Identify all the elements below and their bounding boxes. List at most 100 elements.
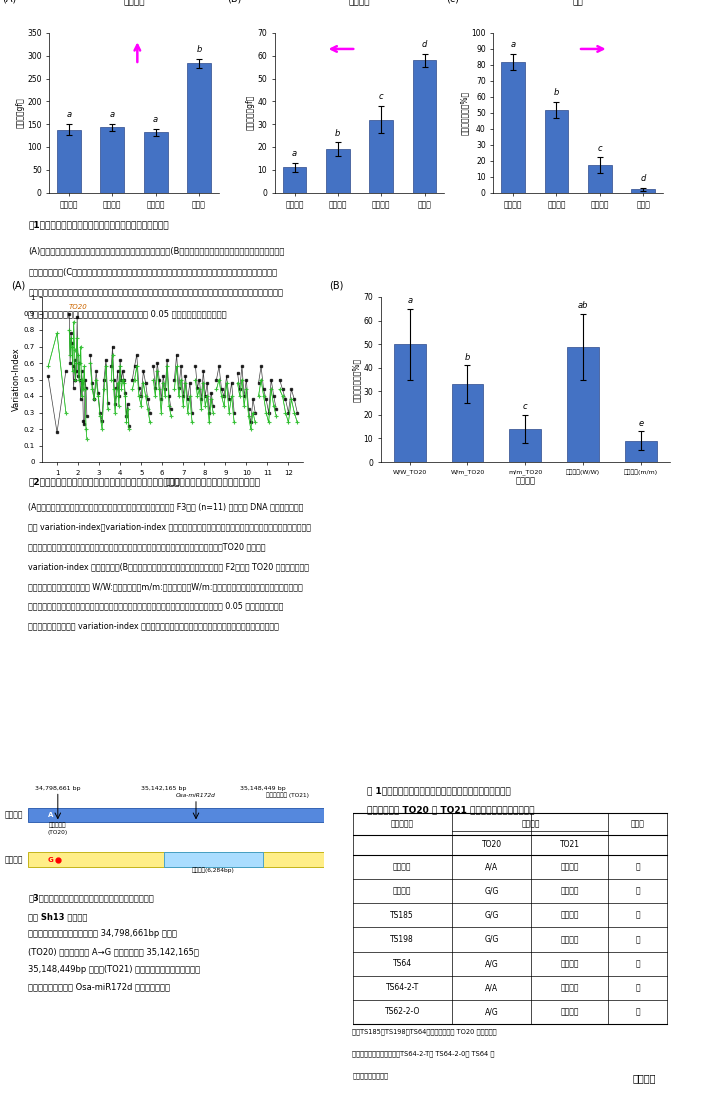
Text: c: c	[597, 144, 602, 153]
Text: 引っ張る: 引っ張る	[123, 0, 145, 7]
X-axis label: 染色体: 染色体	[165, 477, 180, 486]
Text: オオナリ: オオナリ	[393, 887, 412, 895]
Text: c: c	[379, 92, 384, 101]
Text: G/G: G/G	[484, 911, 499, 920]
Bar	[501, 62, 525, 192]
Text: 統の自殖分離系統。: 統の自殖分離系統。	[352, 1072, 388, 1079]
Text: TO21: TO21	[560, 840, 580, 849]
Text: 重複有り: 重複有り	[560, 959, 579, 968]
Text: variation-index が最も高い。(B）「オオナリ」と「タカナリ」の交配由来の F2集団で TO20 の遅伝子型が異: variation-index が最も高い。(B）「オオナリ」と「タカナリ」の交…	[28, 562, 309, 571]
Text: G/G: G/G	[484, 935, 499, 944]
Text: a: a	[110, 110, 115, 119]
Bar	[144, 132, 168, 192]
Bar	[394, 344, 426, 462]
Text: 伝子 Sh13 の候補。: 伝子 Sh13 の候補。	[28, 912, 87, 921]
Text: タンデム重複 (TO21): タンデム重複 (TO21)	[266, 792, 309, 798]
Text: (A)張力（粉をまっすぐに引っ張る時に脱粒まで必要な力）。(B）曲げ応力（粉を横向きに引っ張る時に脱粒ま: (A)張力（粉をまっすぐに引っ張る時に脱粒まで必要な力）。(B）曲げ応力（粉を横…	[28, 246, 285, 255]
Text: b: b	[335, 129, 341, 138]
Text: 図2　バルクシークエンシング法による「オオナリ」の脱粒性「中」に関わる遅伝子座の同定。: 図2 バルクシークエンシング法による「オオナリ」の脱粒性「中」に関わる遅伝子座の…	[28, 477, 260, 486]
Text: 易: 易	[635, 862, 639, 871]
Text: ローニの多重比較検定を用いた。異なる小文字間には 0.05 の水準で有意差がある。: ローニの多重比較検定を用いた。異なる小文字間には 0.05 の水準で有意差がある…	[28, 309, 227, 318]
Text: 易: 易	[635, 935, 639, 944]
Y-axis label: 小枝梗折れ率（%）: 小枝梗折れ率（%）	[352, 358, 360, 402]
Text: 異なる品種・系統間の比較はボンフェローニの多重比較検定を用いた。異なる小文字間には 0.05 の水準で有意差が: 異なる品種・系統間の比較はボンフェローニの多重比較検定を用いた。異なる小文字間に…	[28, 602, 283, 610]
Text: (TO20) に一塩基置換 A→G があり、かつ 35,142,165～: (TO20) に一塩基置換 A→G があり、かつ 35,142,165～	[28, 947, 199, 956]
Bar	[625, 441, 656, 462]
Bar	[28, 852, 324, 867]
Text: TS64-2-T: TS64-2-T	[386, 983, 419, 992]
Text: オオナリ: オオナリ	[5, 855, 23, 864]
Text: 遅伝子型: 遅伝子型	[522, 820, 540, 828]
Text: 引っ張る: 引っ張る	[349, 0, 370, 7]
Bar	[544, 110, 568, 192]
Bar	[567, 346, 599, 462]
Text: 表 1　「オオナリ」と「タカナリ」の交配由来の遅伝解析: 表 1 「オオナリ」と「タカナリ」の交配由来の遅伝解析	[367, 786, 510, 795]
Text: 中: 中	[635, 887, 639, 895]
Text: A: A	[48, 812, 53, 818]
Text: 「オオナリ」の第２染色体には 34,798,661bp の位置: 「オオナリ」の第２染色体には 34,798,661bp の位置	[28, 930, 177, 938]
Text: に脱粒性を制御する Osa-miR172d 遅伝子がある。: に脱粒性を制御する Osa-miR172d 遅伝子がある。	[28, 982, 170, 991]
Text: 注：TS185、TS198、TS64の３系統以外は TO20 の遅伝子型: 注：TS185、TS198、TS64の３系統以外は TO20 の遅伝子型	[352, 1028, 497, 1035]
Bar	[452, 384, 484, 462]
Text: G: G	[47, 857, 54, 862]
Text: 一塩基置換: 一塩基置換	[49, 823, 66, 828]
Text: (B): (B)	[329, 280, 343, 290]
Text: G/G: G/G	[484, 887, 499, 895]
Text: TS62-2-O: TS62-2-O	[384, 1008, 420, 1016]
Text: (A): (A)	[2, 0, 16, 3]
Text: 34,798,661 bp: 34,798,661 bp	[35, 786, 80, 791]
Text: 35,148,449bp の領域(TO21) が重複されている。重複領域: 35,148,449bp の領域(TO21) が重複されている。重複領域	[28, 965, 200, 974]
Text: (A): (A)	[11, 280, 25, 290]
Bar	[57, 130, 81, 192]
Text: 品種・系統: 品種・系統	[391, 820, 414, 828]
Bar	[588, 165, 612, 192]
Text: TO20: TO20	[68, 304, 87, 309]
Y-axis label: Variation-Index: Variation-Index	[12, 348, 20, 411]
Text: 重複領域(6,284bp): 重複領域(6,284bp)	[192, 867, 235, 873]
Text: ある。他の染色体上の variation-index が高い変異では、遅伝子型は脱粒性との関連性は認められない。: ある。他の染色体上の variation-index が高い変異では、遅伝子型は…	[28, 621, 279, 630]
Text: 異の variation-index。variation-index は、リファレンス配列上のある領域にアライメントされたリード全: 異の variation-index。variation-index は、リファ…	[28, 522, 311, 531]
Bar	[369, 120, 393, 192]
Text: Osa-miR172d: Osa-miR172d	[176, 793, 216, 798]
Text: の品種、「日本晴」は脱粒性「難」の品種である。エラーバーは標準偏差を表す。異なる品種間の比較はボンフェ: の品種、「日本晴」は脱粒性「難」の品種である。エラーバーは標準偏差を表す。異なる…	[28, 288, 283, 297]
Text: d: d	[422, 40, 427, 48]
Text: 押す: 押す	[572, 0, 584, 7]
Text: 体のうち、原品種に対する一塩基置換、挙入または欠失を持つリードの割合から算出する。TO20 の変異の: 体のうち、原品種に対する一塩基置換、挙入または欠失を持つリードの割合から算出する…	[28, 542, 266, 551]
Text: タカナリ: タカナリ	[393, 862, 412, 871]
Text: e: e	[638, 419, 643, 428]
Text: a: a	[292, 150, 297, 158]
Text: タカナリ: タカナリ	[5, 811, 23, 819]
Text: 35,148,449 bp: 35,148,449 bp	[240, 786, 286, 791]
Bar	[631, 189, 655, 192]
Text: b: b	[465, 353, 470, 362]
Text: （李锋）: （李锋）	[632, 1074, 656, 1084]
Bar	[326, 150, 350, 192]
Text: ab: ab	[577, 301, 588, 310]
Text: で必要な力）。(C）小枝梗折れ率（小枝梗を横向きに押すときに折れる割合）。「カサラス」は脱粒性「易」: で必要な力）。(C）小枝梗折れ率（小枝梗を横向きに押すときに折れる割合）。「カサ…	[28, 267, 277, 276]
Text: 35,142,165 bp: 35,142,165 bp	[141, 786, 187, 791]
Text: 図3　「オオナリ」の「中」程度の脱粒性を支配する遅: 図3 「オオナリ」の「中」程度の脱粒性を支配する遅	[28, 893, 154, 902]
Text: なる個体の小枝梗折れ率。　 W/W:野生型ホモ、m/m:変異型ホモ、W/m:ヘテロ型。エラーバーは標準偏差を表す。: なる個体の小枝梗折れ率。 W/W:野生型ホモ、m/m:変異型ホモ、W/m:ヘテロ…	[28, 582, 303, 591]
Text: 易: 易	[635, 911, 639, 920]
Text: TS185: TS185	[391, 911, 414, 920]
Text: TO20: TO20	[482, 840, 502, 849]
Text: 重複有り: 重複有り	[560, 983, 579, 992]
Text: A/A: A/A	[485, 862, 498, 871]
Text: b: b	[553, 88, 559, 97]
Bar	[100, 128, 124, 192]
X-axis label: 遅伝子型: 遅伝子型	[515, 476, 535, 486]
Text: 重複有り: 重複有り	[560, 1008, 579, 1016]
Text: d: d	[640, 174, 646, 183]
Text: a: a	[153, 114, 158, 124]
Y-axis label: 小枝梗折れ率（%）: 小枝梗折れ率（%）	[460, 90, 469, 135]
Bar	[164, 852, 262, 867]
Bar	[509, 429, 541, 462]
Y-axis label: 張　力（gf）: 張 力（gf）	[16, 98, 24, 128]
Text: と表現型が一致している。TS64-2-Tと TS64-2-0は TS64 系: と表現型が一致している。TS64-2-Tと TS64-2-0は TS64 系	[352, 1050, 495, 1057]
Text: 中: 中	[635, 1008, 639, 1016]
Bar	[187, 63, 211, 192]
Text: 重複無し: 重複無し	[560, 862, 579, 871]
Text: 重複無し: 重複無し	[560, 911, 579, 920]
Text: A/G: A/G	[485, 1008, 498, 1016]
Text: TS64: TS64	[393, 959, 412, 968]
